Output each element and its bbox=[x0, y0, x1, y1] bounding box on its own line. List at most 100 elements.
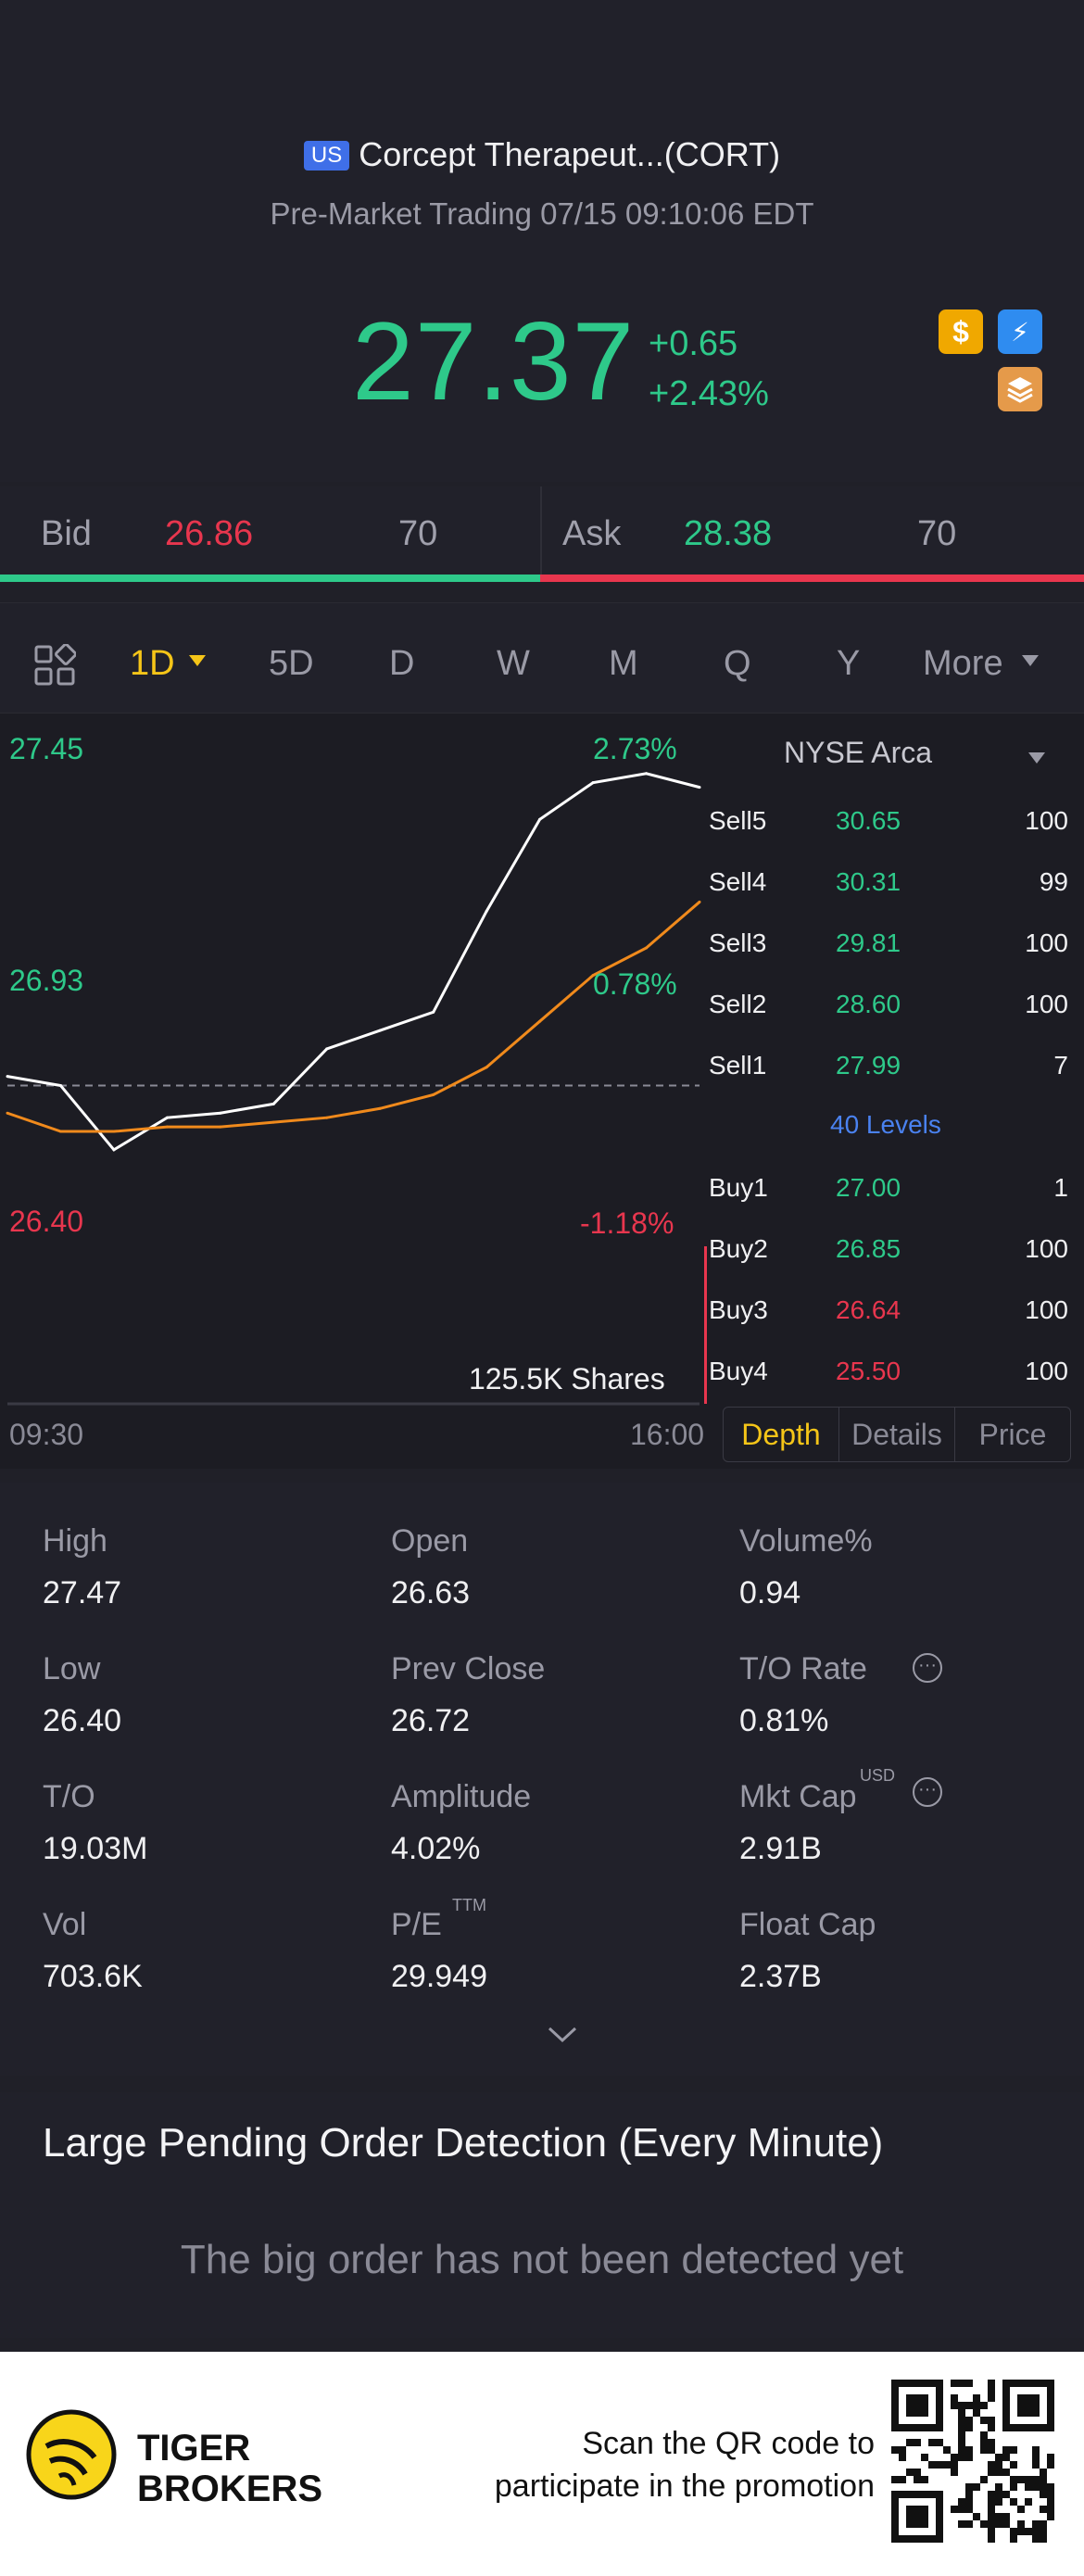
price-line-point bbox=[271, 1102, 275, 1105]
promo-text: Scan the QR code to participate in the p… bbox=[495, 2422, 875, 2507]
mkt-cap-info-icon[interactable]: ··· bbox=[913, 1777, 942, 1807]
qr-module bbox=[995, 2454, 1002, 2461]
pct-label-high: 2.73% bbox=[593, 732, 677, 765]
buy1-row: Buy1 27.00 1 bbox=[709, 1173, 1079, 1210]
lightning-level1-icon[interactable]: ⚡ bbox=[998, 309, 1042, 354]
qr-module bbox=[951, 2454, 958, 2461]
chart-layout-icon[interactable] bbox=[33, 643, 77, 691]
bid-ask-bar[interactable]: Bid 26.86 70 Ask 28.38 70 bbox=[0, 486, 1084, 579]
tab-5d[interactable]: 5D bbox=[269, 644, 314, 683]
open-value: 26.63 bbox=[391, 1575, 471, 1610]
large-order-empty-text: The big order has not been detected yet bbox=[180, 2237, 904, 2282]
low-label: Low bbox=[43, 1651, 101, 1686]
exchange-chevron-icon[interactable] bbox=[1028, 752, 1045, 764]
tab-q[interactable]: Q bbox=[724, 644, 751, 683]
stock-title[interactable]: US Corcept Therapeut...(CORT) bbox=[0, 135, 1084, 174]
to-rate-info-icon[interactable]: ··· bbox=[913, 1653, 942, 1683]
qr-module bbox=[965, 2402, 973, 2409]
volume-bar bbox=[704, 1246, 707, 1404]
chart-area: 27.45 26.93 26.40 2.73% 0.78% -1.18% 125… bbox=[0, 713, 1084, 1469]
sell4-row: Sell4 30.31 99 bbox=[709, 867, 1079, 904]
tab-details[interactable]: Details bbox=[839, 1408, 955, 1461]
qr-module bbox=[951, 2394, 958, 2402]
qr-module bbox=[965, 2491, 973, 2498]
tab-1d[interactable]: 1D bbox=[130, 644, 175, 683]
sell5-qty: 100 bbox=[1025, 806, 1068, 835]
buy4-qty: 100 bbox=[1025, 1357, 1068, 1385]
average-price-line bbox=[6, 901, 700, 1133]
buy3-price: 26.64 bbox=[836, 1295, 901, 1324]
qr-module bbox=[1032, 2476, 1040, 2483]
tab-d[interactable]: D bbox=[389, 644, 415, 683]
qr-module bbox=[914, 2476, 921, 2483]
more-chevron-icon[interactable] bbox=[1022, 655, 1039, 666]
qr-module bbox=[1032, 2520, 1040, 2528]
qr-module bbox=[936, 2461, 943, 2469]
sell1-row: Sell1 27.99 7 bbox=[709, 1051, 1079, 1088]
qr-module bbox=[891, 2446, 899, 2454]
average-price-line-point bbox=[378, 1106, 382, 1110]
brand-line2: BROKERS bbox=[137, 2469, 323, 2509]
qr-module bbox=[965, 2506, 973, 2513]
stats-panel: High 27.47 Open 26.63 Volume% 0.94 Low 2… bbox=[0, 1483, 1084, 2076]
qr-module bbox=[988, 2506, 995, 2513]
amplitude-label: Amplitude bbox=[391, 1779, 532, 1814]
high-label: High bbox=[43, 1523, 107, 1559]
qr-module bbox=[973, 2483, 980, 2491]
qr-module bbox=[980, 2402, 988, 2409]
qr-module bbox=[951, 2469, 958, 2476]
mkt-cap-label: Mkt Cap bbox=[739, 1779, 857, 1814]
qr-module bbox=[958, 2439, 965, 2446]
tab-depth[interactable]: Depth bbox=[724, 1408, 839, 1461]
qr-module bbox=[958, 2446, 965, 2454]
qr-module bbox=[988, 2498, 995, 2506]
qr-module bbox=[1010, 2528, 1017, 2535]
large-order-section: Large Pending Order Detection (Every Min… bbox=[0, 2092, 1084, 2338]
qr-module bbox=[958, 2402, 965, 2409]
qr-module bbox=[995, 2483, 1002, 2491]
qr-module bbox=[958, 2424, 965, 2431]
expand-chevron-icon[interactable] bbox=[547, 2026, 578, 2049]
bid-size: 70 bbox=[398, 514, 438, 553]
qr-module bbox=[1002, 2469, 1010, 2476]
stack-icon[interactable] bbox=[998, 367, 1042, 411]
exchange-selector[interactable]: NYSE Arca bbox=[784, 736, 933, 769]
qr-module bbox=[988, 2446, 995, 2454]
qr-module bbox=[988, 2461, 995, 2469]
qr-module bbox=[1032, 2454, 1040, 2461]
qr-module bbox=[906, 2469, 914, 2476]
book-tabs: Depth Details Price bbox=[723, 1407, 1071, 1462]
sell4-qty: 99 bbox=[1039, 867, 1068, 896]
levels-link[interactable]: 40 Levels bbox=[830, 1110, 941, 1139]
qr-module bbox=[1017, 2506, 1025, 2513]
qr-code-icon[interactable] bbox=[891, 2380, 1054, 2543]
qr-module bbox=[1025, 2528, 1032, 2535]
low-value: 26.40 bbox=[43, 1703, 122, 1738]
x-label-end: 16:00 bbox=[630, 1418, 705, 1451]
sell5-price: 30.65 bbox=[836, 806, 901, 835]
qr-module bbox=[1002, 2454, 1010, 2461]
qr-module bbox=[980, 2439, 988, 2446]
chevron-down-icon[interactable] bbox=[189, 655, 206, 666]
intraday-chart[interactable] bbox=[0, 713, 709, 1418]
price-line-point bbox=[591, 781, 595, 785]
ask-price: 28.38 bbox=[684, 514, 773, 553]
qr-module bbox=[973, 2394, 980, 2402]
qr-module bbox=[906, 2439, 914, 2446]
promo-footer: TIGER BROKERS Scan the QR code to partic… bbox=[0, 2352, 1084, 2576]
qr-module bbox=[958, 2409, 965, 2417]
qr-module bbox=[943, 2461, 951, 2469]
last-price: 27.37 bbox=[352, 299, 636, 423]
tab-y[interactable]: Y bbox=[837, 644, 861, 683]
qr-module bbox=[914, 2439, 921, 2446]
tab-price[interactable]: Price bbox=[978, 1418, 1047, 1451]
to-rate-label: T/O Rate bbox=[739, 1651, 867, 1686]
stock-name: Corcept Therapeut...(CORT) bbox=[359, 135, 781, 173]
qr-module bbox=[958, 2454, 965, 2461]
dollar-icon[interactable]: $ bbox=[939, 309, 983, 354]
qr-module bbox=[965, 2446, 973, 2454]
qr-module bbox=[951, 2461, 958, 2469]
tab-more[interactable]: More bbox=[923, 644, 1003, 683]
tab-m[interactable]: M bbox=[609, 644, 638, 683]
tab-w[interactable]: W bbox=[497, 644, 530, 683]
